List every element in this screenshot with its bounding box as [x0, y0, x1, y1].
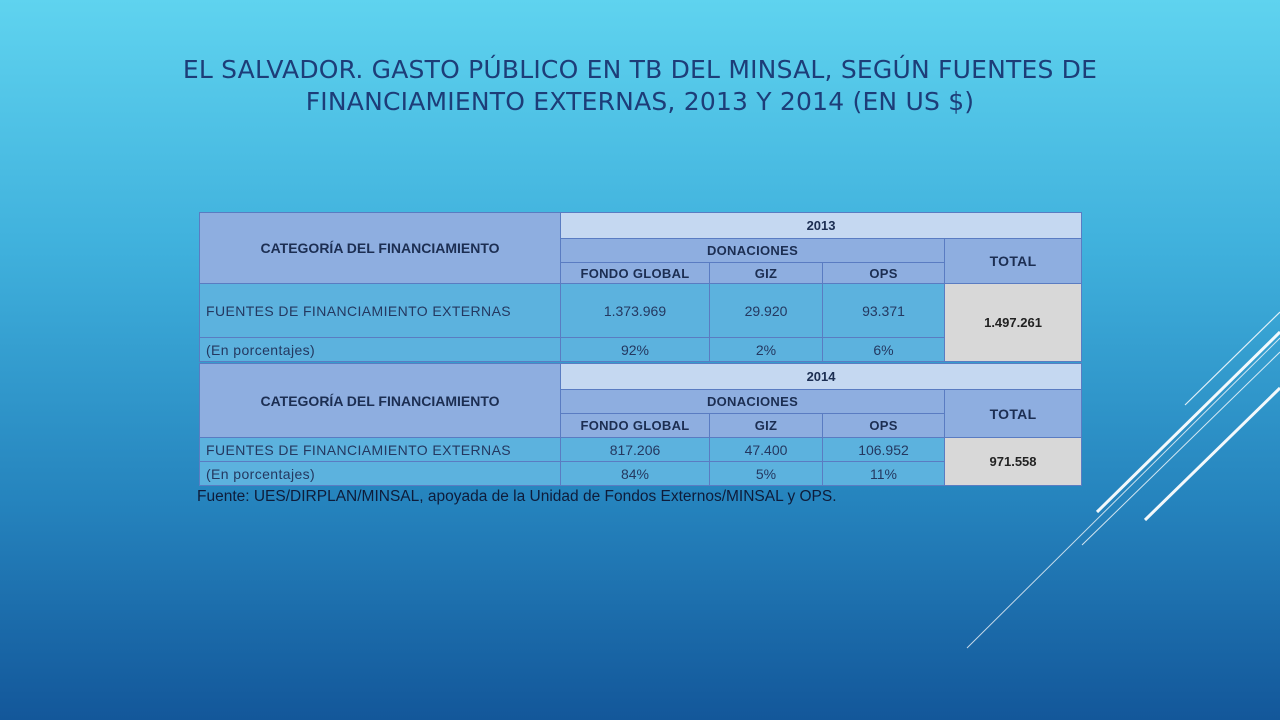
column-header-ops: OPS: [822, 262, 945, 284]
value-fondo-global: 1.373.969: [560, 283, 710, 338]
year-header: 2013: [559, 212, 1083, 239]
total-header: TOTAL: [943, 389, 1083, 438]
row-label: FUENTES DE FINANCIAMIENTO EXTERNAS: [199, 437, 561, 462]
total-value: 971.558: [943, 437, 1083, 486]
column-header-ops: OPS: [822, 413, 945, 438]
percent-ops: 6%: [822, 337, 945, 362]
page-title: EL SALVADOR. GASTO PÚBLICO EN TB DEL MIN…: [150, 54, 1130, 118]
percent-giz: 5%: [709, 461, 823, 486]
total-value: 1.497.261: [943, 283, 1083, 362]
column-header-giz: GIZ: [709, 262, 823, 284]
title-line-2: FINANCIAMIENTO EXTERNAS, 2013 Y 2014 (EN…: [305, 87, 975, 116]
title-line-1: EL SALVADOR. GASTO PÚBLICO EN TB DEL MIN…: [182, 55, 1098, 84]
column-header-fondo-global: FONDO GLOBAL: [560, 262, 710, 284]
percent-ops: 11%: [822, 461, 945, 486]
value-ops: 93.371: [822, 283, 945, 338]
row-label-percent: (En porcentajes): [199, 461, 561, 486]
value-giz: 29.920: [709, 283, 823, 338]
column-header-giz: GIZ: [709, 413, 823, 438]
percent-giz: 2%: [709, 337, 823, 362]
table-2013: CATEGORÍA DEL FINANCIAMIENTO 2013 DONACI…: [199, 212, 1083, 362]
column-header-fondo-global: FONDO GLOBAL: [560, 413, 710, 438]
source-note: Fuente: UES/DIRPLAN/MINSAL, apoyada de l…: [197, 488, 837, 505]
table-2014: CATEGORÍA DEL FINANCIAMIENTO 2014 DONACI…: [199, 363, 1083, 486]
category-header: CATEGORÍA DEL FINANCIAMIENTO: [199, 212, 561, 284]
value-ops: 106.952: [822, 437, 945, 462]
row-label: FUENTES DE FINANCIAMIENTO EXTERNAS: [199, 283, 561, 338]
total-header: TOTAL: [943, 238, 1083, 284]
value-fondo-global: 817.206: [560, 437, 710, 462]
percent-fondo-global: 92%: [560, 337, 710, 362]
donations-header: DONACIONES: [560, 238, 945, 263]
value-giz: 47.400: [709, 437, 823, 462]
donations-header: DONACIONES: [560, 389, 945, 414]
category-header: CATEGORÍA DEL FINANCIAMIENTO: [199, 363, 561, 438]
percent-fondo-global: 84%: [560, 461, 710, 486]
year-header: 2014: [559, 363, 1083, 390]
row-label-percent: (En porcentajes): [199, 337, 561, 362]
